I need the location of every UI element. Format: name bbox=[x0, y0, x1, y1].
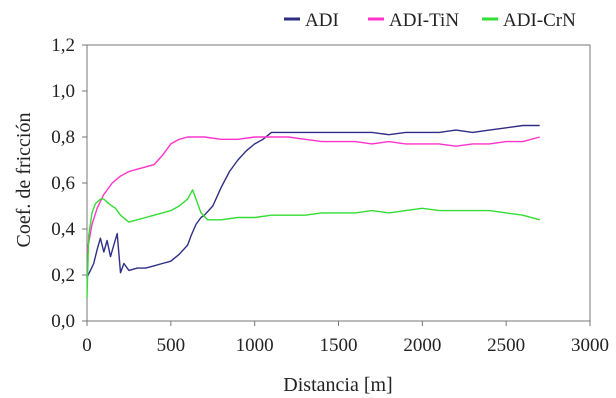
x-tick-label: 1000 bbox=[236, 335, 274, 356]
plot-area bbox=[86, 44, 591, 322]
y-tick-label: 0,4 bbox=[51, 219, 75, 240]
plot-border bbox=[86, 44, 591, 322]
legend-label: ADI-TiN bbox=[389, 10, 459, 31]
y-axis-ticks: 0,0 0,2 0,4 0,6 0,8 1,0 1,2 bbox=[51, 35, 87, 332]
x-tick-label: 3000 bbox=[571, 335, 609, 356]
y-tick-label: 0,6 bbox=[51, 173, 75, 194]
series-line-adi-tin bbox=[86, 136, 540, 253]
x-tick-label: 0 bbox=[82, 335, 92, 356]
legend-label: ADI-CrN bbox=[503, 10, 576, 31]
series-line-adi bbox=[86, 124, 540, 278]
x-tick-label: 2500 bbox=[487, 335, 525, 356]
series-lines bbox=[86, 124, 540, 299]
y-tick-label: 0,8 bbox=[51, 127, 75, 148]
legend-label: ADI bbox=[305, 10, 339, 31]
x-tick-label: 500 bbox=[157, 335, 186, 356]
y-tick-label: 0,2 bbox=[51, 265, 75, 286]
y-tick-label: 1,2 bbox=[51, 35, 75, 56]
y-tick-label: 0,0 bbox=[51, 311, 75, 332]
x-tick-label: 2000 bbox=[403, 335, 441, 356]
x-axis-ticks: 0 500 1000 1500 2000 2500 3000 bbox=[82, 321, 609, 356]
legend: ADI ADI-TiN ADI-CrN bbox=[284, 10, 576, 31]
y-tick-label: 1,0 bbox=[51, 81, 75, 102]
x-tick-label: 1500 bbox=[320, 335, 358, 356]
series-line-adi-crn bbox=[86, 189, 540, 299]
y-axis-title: Coef. de fricción bbox=[13, 113, 35, 248]
x-axis-title: Distancia [m] bbox=[283, 374, 392, 396]
